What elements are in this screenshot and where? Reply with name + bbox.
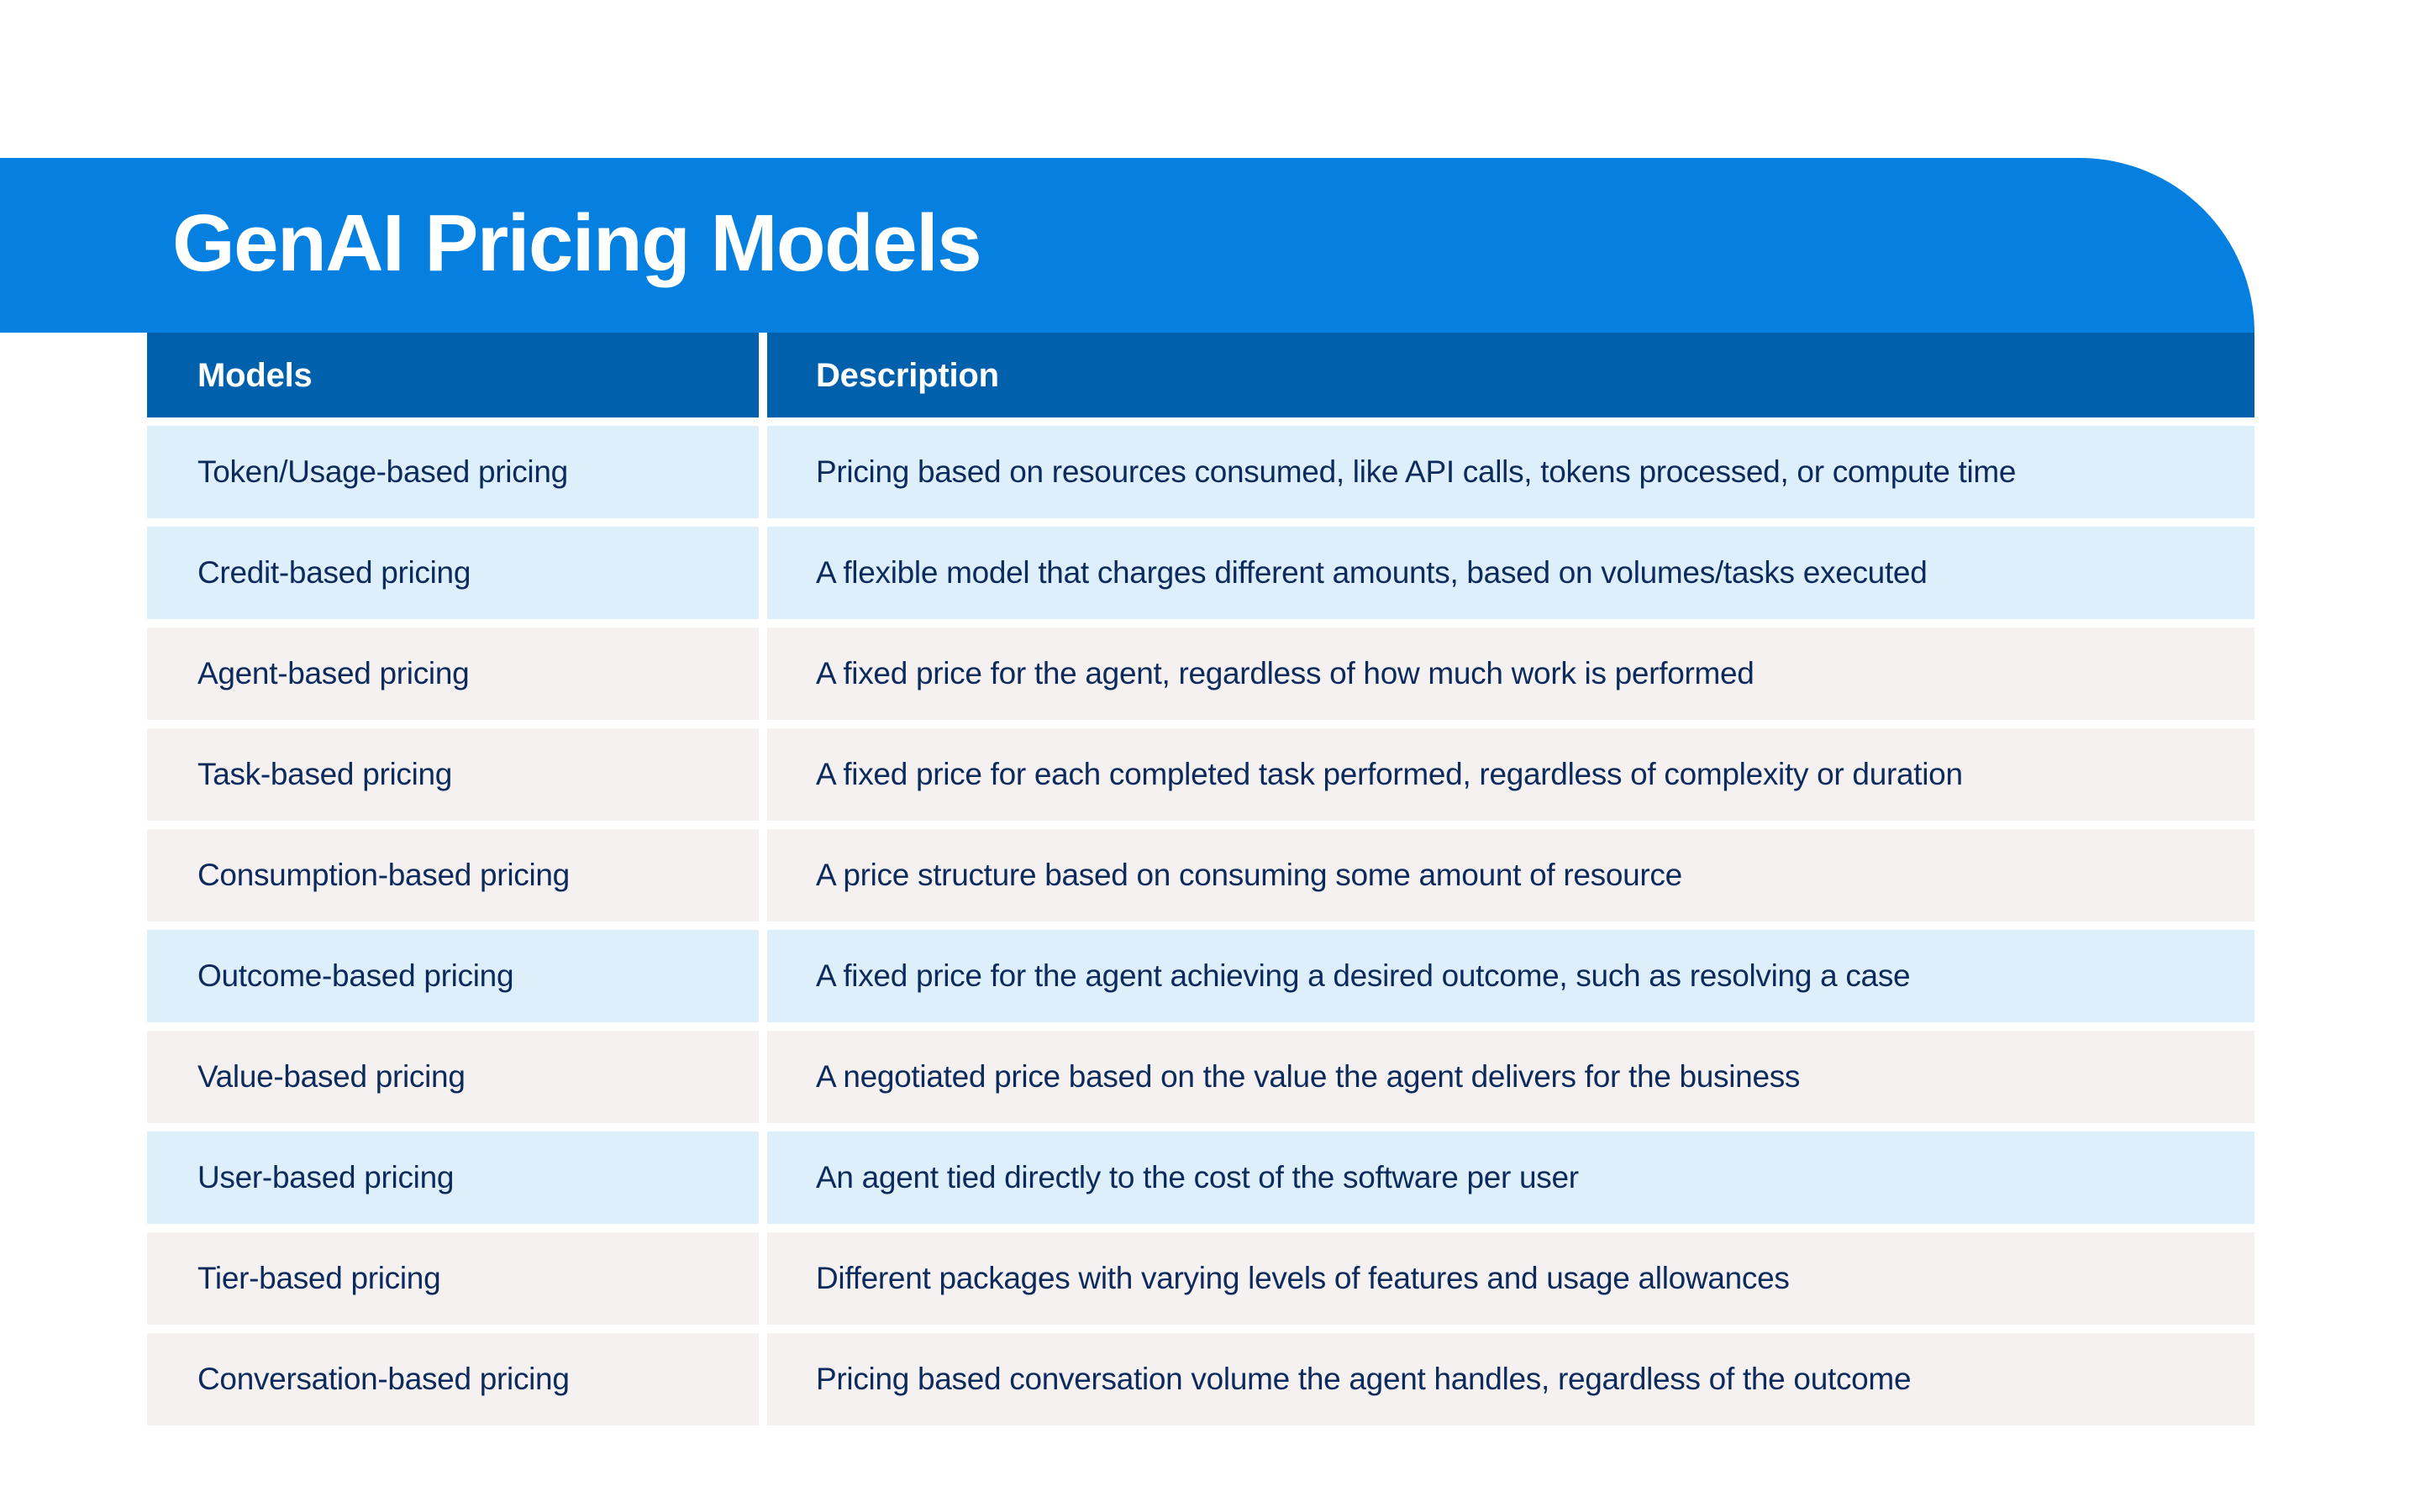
cell-description: A fixed price for the agent achieving a … [767,930,2254,1022]
cell-description: A flexible model that charges different … [767,527,2254,619]
cell-description: A negotiated price based on the value th… [767,1031,2254,1123]
model-description: A fixed price for the agent achieving a … [816,958,1911,993]
model-name: Outcome-based pricing [197,958,514,993]
table-row: Token/Usage-based pricing Pricing based o… [147,426,2254,518]
model-name: Consumption-based pricing [197,857,570,892]
column-header-models: Models [147,333,759,417]
table-body: Token/Usage-based pricing Pricing based o… [147,426,2254,1425]
cell-description: An agent tied directly to the cost of th… [767,1131,2254,1224]
model-name: Task-based pricing [197,756,453,791]
cell-model: Value-based pricing [147,1031,759,1123]
table-header-row: Models Description [147,333,2254,417]
cell-model: User-based pricing [147,1131,759,1224]
model-name: Value-based pricing [197,1058,466,1094]
model-description: A fixed price for each completed task pe… [816,756,1963,791]
table-row: Consumption-based pricing A price structu… [147,829,2254,921]
cell-description: A fixed price for the agent, regardless … [767,627,2254,720]
cell-description: Different packages with varying levels o… [767,1232,2254,1325]
model-description: Different packages with varying levels o… [816,1260,1790,1295]
table-row: Conversation-based pricing Pricing based … [147,1333,2254,1425]
table-row: Task-based pricing A fixed price for each… [147,728,2254,821]
table-row: Credit-based pricing A flexible model tha… [147,527,2254,619]
cell-model: Tier-based pricing [147,1232,759,1325]
cell-model: Credit-based pricing [147,527,759,619]
column-header-description-label: Description [816,356,999,394]
table-row: Outcome-based pricing A fixed price for t… [147,930,2254,1022]
model-description: An agent tied directly to the cost of th… [816,1159,1579,1194]
title-banner: GenAI Pricing Models [0,158,2254,333]
model-name: Agent-based pricing [197,655,470,690]
model-description: A price structure based on consuming som… [816,857,1682,892]
table-row: Agent-based pricing A fixed price for the… [147,627,2254,720]
cell-model: Task-based pricing [147,728,759,821]
cell-description: Pricing based conversation volume the ag… [767,1333,2254,1425]
model-name: Conversation-based pricing [197,1361,570,1396]
model-name: Credit-based pricing [197,554,471,590]
model-description: Pricing based on resources consumed, lik… [816,454,2017,489]
model-description: Pricing based conversation volume the ag… [816,1361,1912,1396]
cell-model: Outcome-based pricing [147,930,759,1022]
table-row: Value-based pricing A negotiated price ba… [147,1031,2254,1123]
table-row: Tier-based pricing Different packages wit… [147,1232,2254,1325]
cell-model: Agent-based pricing [147,627,759,720]
cell-description: A fixed price for each completed task pe… [767,728,2254,821]
cell-description: A price structure based on consuming som… [767,829,2254,921]
table-row: User-based pricing An agent tied directly… [147,1131,2254,1224]
model-name: Token/Usage-based pricing [197,454,568,489]
page-title: GenAI Pricing Models [172,198,982,289]
column-header-models-label: Models [197,356,313,394]
model-description: A negotiated price based on the value th… [816,1058,1801,1094]
pricing-models-table: Models Description Token/Usage-based pri… [147,333,2254,1425]
cell-description: Pricing based on resources consumed, lik… [767,426,2254,518]
cell-model: Conversation-based pricing [147,1333,759,1425]
cell-model: Token/Usage-based pricing [147,426,759,518]
model-description: A flexible model that charges different … [816,554,1928,590]
model-name: Tier-based pricing [197,1260,441,1295]
model-description: A fixed price for the agent, regardless … [816,655,1754,690]
cell-model: Consumption-based pricing [147,829,759,921]
model-name: User-based pricing [197,1159,455,1194]
column-header-description: Description [767,333,2254,417]
